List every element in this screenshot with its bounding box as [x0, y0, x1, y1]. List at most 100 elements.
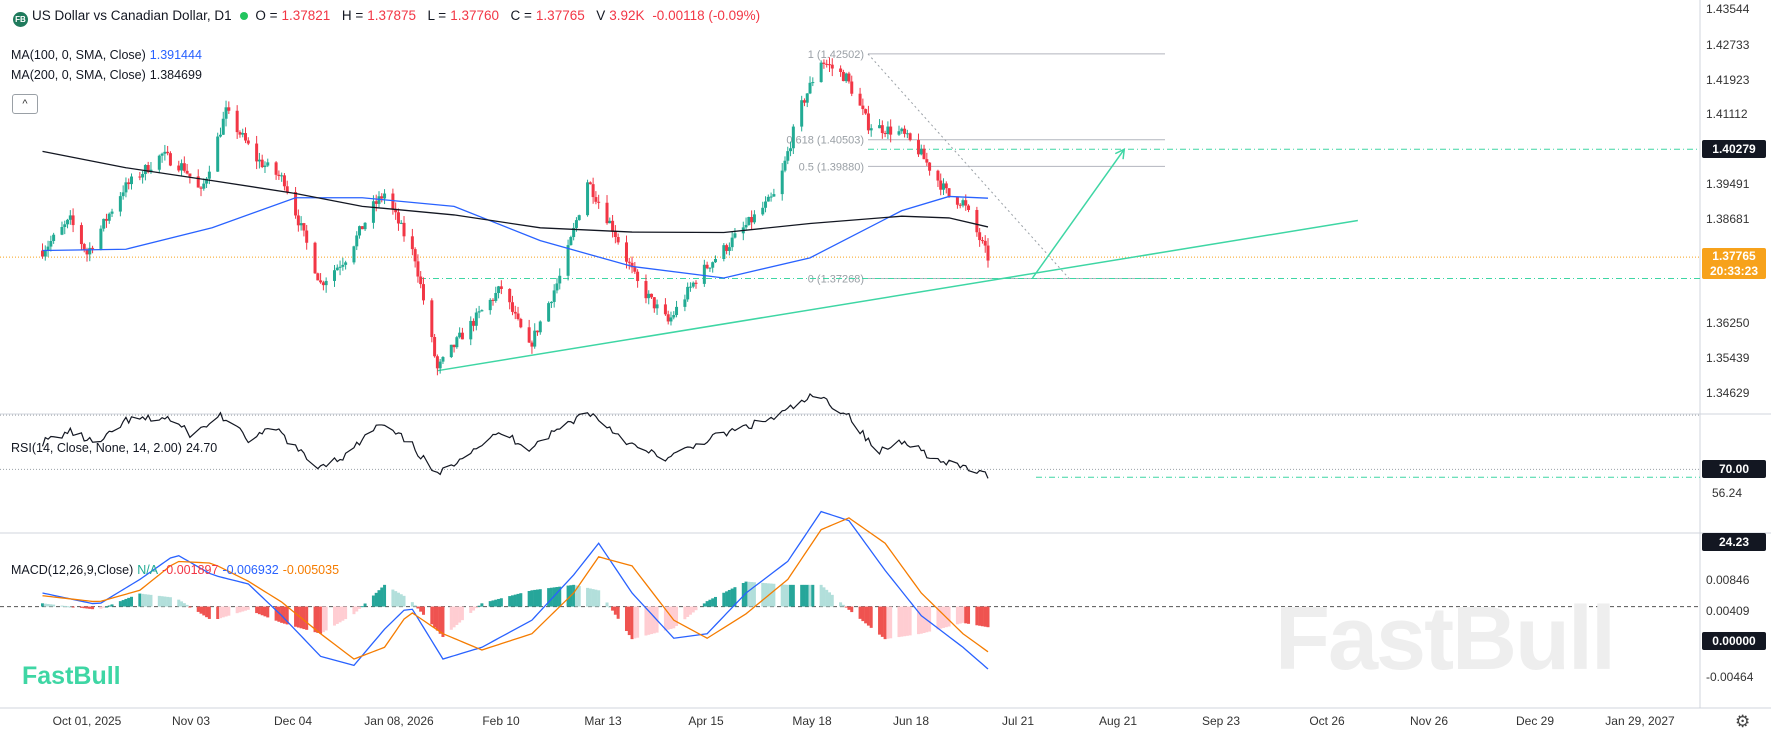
collapse-legend-button[interactable]: ^ [12, 94, 38, 114]
high-label: H = [341, 8, 364, 23]
ma100-legend[interactable]: MA(100, 0, SMA, Close) 1.391444 [11, 47, 206, 63]
macd-histogram-bar [421, 606, 425, 615]
fib-level-label: 0.5 (1.39880) [799, 161, 864, 173]
candle-body [533, 330, 537, 347]
close-value: 1.37765 [535, 8, 585, 23]
macd-histogram-bar [827, 592, 831, 607]
macd-histogram-bar [652, 606, 656, 634]
macd-histogram-bar [363, 603, 367, 607]
macd-histogram-bar [847, 606, 851, 610]
macd-histogram-bar [819, 584, 823, 607]
macd-histogram-bar [383, 584, 387, 607]
candle-body [538, 321, 542, 333]
macd-histogram-bar [260, 606, 264, 616]
macd-histogram-bar [188, 606, 192, 608]
candle-body [413, 249, 417, 262]
time-tick: Aug 21 [1098, 714, 1138, 728]
candle-body [143, 165, 147, 175]
candle-body [691, 282, 695, 287]
macd-histogram-bar [908, 606, 912, 636]
rsi-current-badge: 24.23 [1702, 533, 1766, 551]
macd-histogram-bar [725, 591, 729, 607]
candle-body [594, 197, 598, 202]
macd-histogram-bar [889, 606, 893, 639]
macd-histogram-bar [791, 584, 795, 607]
candle-body [497, 286, 501, 294]
candle-body [207, 171, 211, 179]
price-tick: 1.36250 [1706, 316, 1750, 330]
macd-histogram-bar [605, 602, 609, 607]
candle-body [277, 174, 281, 177]
candle-body [694, 282, 698, 284]
candle-body [936, 170, 940, 181]
candle-body [488, 299, 492, 311]
candle-body [316, 273, 320, 281]
candle-body [299, 223, 303, 226]
ma100-value: 1.391444 [149, 48, 202, 62]
macd-histogram-bar [939, 606, 943, 629]
time-tick: Nov 03 [171, 714, 211, 728]
candle-body [942, 183, 946, 190]
macd-histogram-bar [916, 606, 920, 635]
candle-body [652, 297, 656, 309]
candle-body [338, 266, 342, 268]
macd-histogram-bar [527, 591, 531, 607]
macd-histogram-bar [88, 606, 92, 609]
macd-histogram-bar [878, 606, 882, 635]
candle-body [305, 230, 309, 243]
macd-histogram-bar [185, 604, 189, 607]
candle-body [572, 227, 576, 238]
gear-icon[interactable]: ⚙ [1735, 712, 1751, 731]
price-tick: 1.39491 [1706, 177, 1750, 191]
price-tick: 1.34629 [1706, 386, 1750, 400]
candle-body [830, 64, 834, 69]
ma200-label: MA(200, 0, SMA, Close) [11, 68, 146, 82]
macd-histogram-bar [371, 595, 375, 607]
candle-body [611, 220, 615, 232]
candle-body [569, 237, 573, 246]
symbol-legend: FB US Dollar vs Canadian Dollar, D1 O = 1.… [13, 8, 764, 27]
macd-tick: -0.00464 [1706, 670, 1754, 684]
watermark-text: FastBull [1275, 589, 1616, 689]
rsi-label: RSI(14, Close, None, 14, 2.00) [11, 441, 182, 455]
macd-histogram-bar [216, 606, 220, 620]
macd-histogram-bar [597, 590, 601, 607]
macd-histogram-bar [616, 606, 620, 619]
candle-body [983, 240, 987, 246]
macd-histogram-bar [869, 606, 873, 628]
macd-histogram-bar [650, 606, 654, 635]
candle-body [597, 201, 601, 203]
macd-histogram-bar [374, 592, 378, 607]
macd-histogram-bar [928, 606, 932, 632]
current-price-value: 1.37765 [1712, 249, 1756, 263]
macd-histogram-bar [274, 606, 278, 621]
macd-histogram-bar [241, 606, 245, 612]
candle-body [713, 258, 717, 263]
rsi-legend[interactable]: RSI(14, Close, None, 14, 2.00) 24.70 [11, 440, 221, 456]
macd-legend[interactable]: MACD(12,26,9,Close) N/A -0.001897 -0.006932… [11, 562, 343, 578]
macd-histogram-bar [263, 606, 267, 617]
candle-body [825, 63, 829, 65]
macd-histogram-bar [947, 606, 951, 627]
candle-body [332, 270, 336, 281]
candle-body [205, 178, 209, 184]
macd-histogram-bar [491, 600, 495, 607]
candle-body [608, 220, 612, 224]
macd-histogram-bar [438, 606, 442, 634]
candle-body [650, 293, 654, 298]
candle-body [235, 110, 239, 133]
candle-body [49, 241, 53, 247]
macd-histogram-bar [82, 606, 86, 609]
candle-body [574, 220, 578, 228]
macd-histogram-bar [975, 606, 979, 626]
candle-body [669, 317, 673, 322]
macd-histogram-bar [747, 581, 751, 607]
high-value: 1.37875 [367, 8, 417, 23]
macd-histogram-bar [499, 598, 503, 607]
live-status-icon [239, 12, 248, 20]
ma200-legend[interactable]: MA(200, 0, SMA, Close) 1.384699 [11, 67, 206, 83]
macd-histogram-bar [510, 595, 514, 607]
candle-body [780, 170, 784, 195]
candle-body [916, 140, 920, 155]
